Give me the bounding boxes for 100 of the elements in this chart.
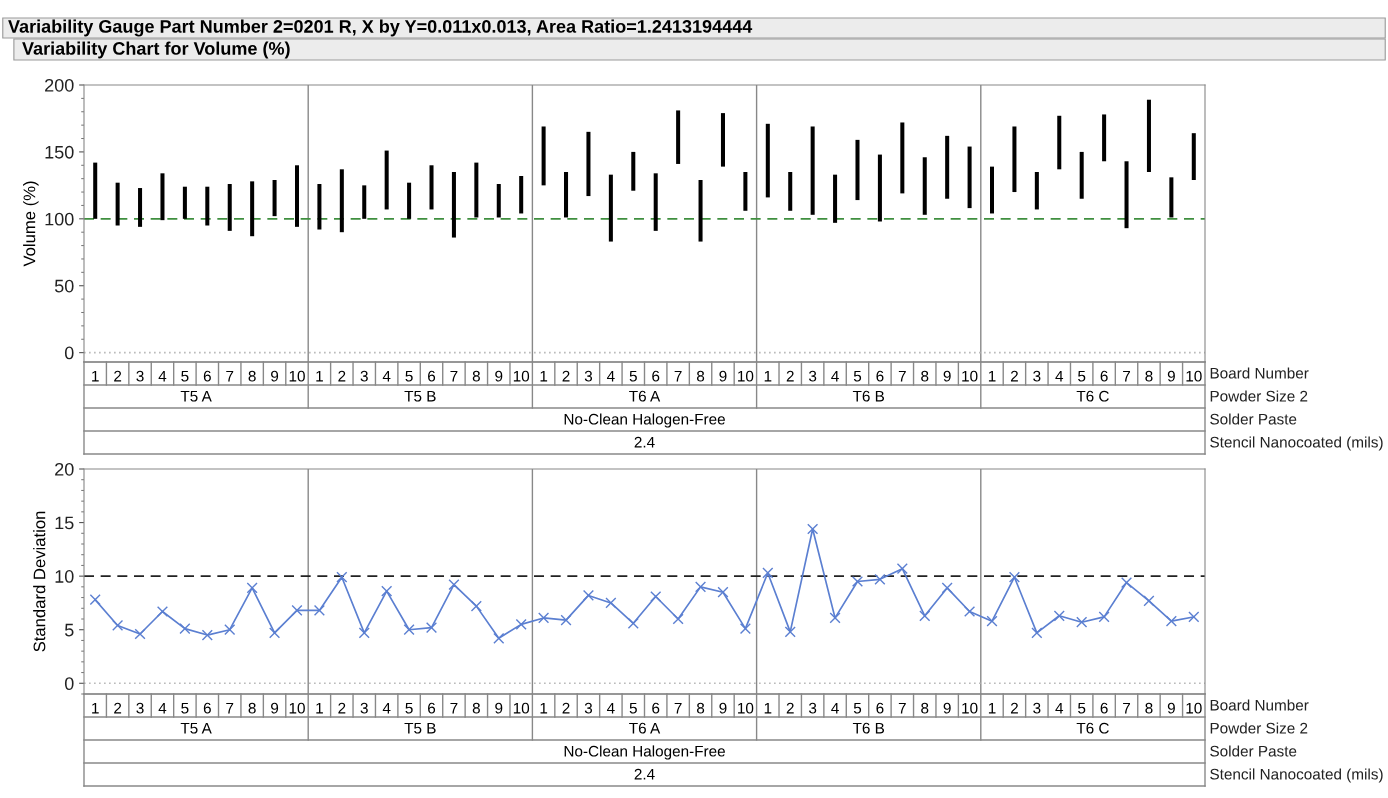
bar [182,186,187,219]
point [672,613,684,625]
point [807,523,819,535]
point [739,623,751,635]
text: Powder Size 2 [1210,390,1308,402]
bar [967,146,972,209]
chart-title: Variability Gauge Part Number 2=0201 R, X by Y=0.011x0.013, Area Ratio=1.2413194444 [8,19,753,37]
y-tick-label: 5 [64,623,74,637]
text: No-Clean Halogen-Free [564,413,725,428]
x-tick-label: 5 [629,702,637,714]
x-tick-label: 9 [943,702,951,714]
y-tick-label: 50 [54,279,74,293]
x-tick-label: 9 [495,702,503,714]
x-tick-label: 10 [738,370,754,382]
x-tick-label: 3 [808,702,817,714]
x-tick-label: 10 [513,702,530,714]
x-tick-label: 5 [629,370,637,382]
x-tick-label: 2 [786,702,794,714]
bar [653,173,658,231]
point [941,582,953,594]
x-tick-label: 3 [360,370,368,382]
x-tick-label: 1 [764,370,772,382]
x-tick-label: 2 [338,370,346,382]
point [1143,595,1155,607]
text: T6 B [852,390,885,402]
bar [743,171,748,211]
x-tick-label: 3 [584,370,593,382]
bar [1102,114,1107,162]
point [179,623,191,635]
x-tick-label: 10 [289,702,305,714]
text: Solder Paste [1210,413,1297,425]
text: T6 C [1076,390,1109,402]
x-tick-label: 6 [428,370,436,382]
y-axis-title: Volume (%) [23,181,39,267]
x-tick-label: 7 [1123,702,1131,714]
bar [922,157,927,215]
point [762,567,774,579]
text: T5 A [180,722,212,734]
x-tick-label: 8 [248,702,256,714]
bar [586,131,591,197]
point [156,605,169,618]
bar [519,176,524,214]
y-tick-label: 0 [64,677,74,691]
bar [810,126,815,215]
x-tick-label: 5 [181,370,189,382]
x-tick-label: 1 [316,370,323,382]
point [112,619,124,631]
x-tick-label: 9 [271,702,279,714]
x-tick-label: 7 [674,702,682,714]
point [381,585,393,597]
x-tick-label: 4 [1055,702,1064,714]
x-tick-label: 8 [1145,702,1153,714]
point [358,627,370,639]
point [1098,611,1110,623]
x-tick-label: 10 [962,370,978,382]
bar [451,171,456,238]
x-tick-label: 8 [472,702,480,714]
x-tick-label: 1 [92,702,99,714]
x-tick-label: 5 [405,702,413,714]
y-axis-title: Standard Deviation [33,511,46,652]
bar [205,186,210,226]
bar [541,126,546,186]
x-tick-label: 4 [831,702,839,714]
point [851,575,864,588]
text: Board Number [1210,367,1309,379]
x-tick-label: 8 [472,370,480,382]
point [560,614,572,626]
bar [339,169,344,233]
bar [93,162,98,219]
text: Powder Size 2 [1210,722,1308,734]
text: Board Number [1210,699,1309,711]
point [515,618,527,630]
x-tick-label: 4 [831,370,839,382]
point [964,605,976,618]
text: Stencil Nanocoated (mils) [1210,436,1383,451]
x-tick-label: 10 [289,370,305,382]
point [1053,610,1065,622]
point [1188,611,1200,623]
x-tick-label: 1 [988,370,996,382]
bar [474,162,479,218]
x-tick-label: 9 [943,370,951,382]
bar [1034,171,1039,210]
text: T5 B [404,390,436,402]
x-tick-label: 4 [158,702,167,714]
bar [1079,151,1084,199]
point [448,579,460,591]
y-tick-label: 200 [45,78,74,92]
x-tick-label: 10 [1186,702,1202,714]
x-tick-label: 9 [495,370,503,382]
text: T5 A [180,390,212,402]
x-tick-label: 5 [1078,702,1086,714]
bar [788,171,793,211]
x-tick-label: 5 [405,370,413,382]
text: 2.4 [634,436,655,448]
x-tick-label: 8 [696,702,705,714]
x-tick-label: 7 [450,370,458,382]
bar [115,182,120,226]
point [313,604,325,616]
text: Stencil Nanocoated (mils) [1210,768,1383,783]
x-tick-label: 7 [226,370,234,382]
